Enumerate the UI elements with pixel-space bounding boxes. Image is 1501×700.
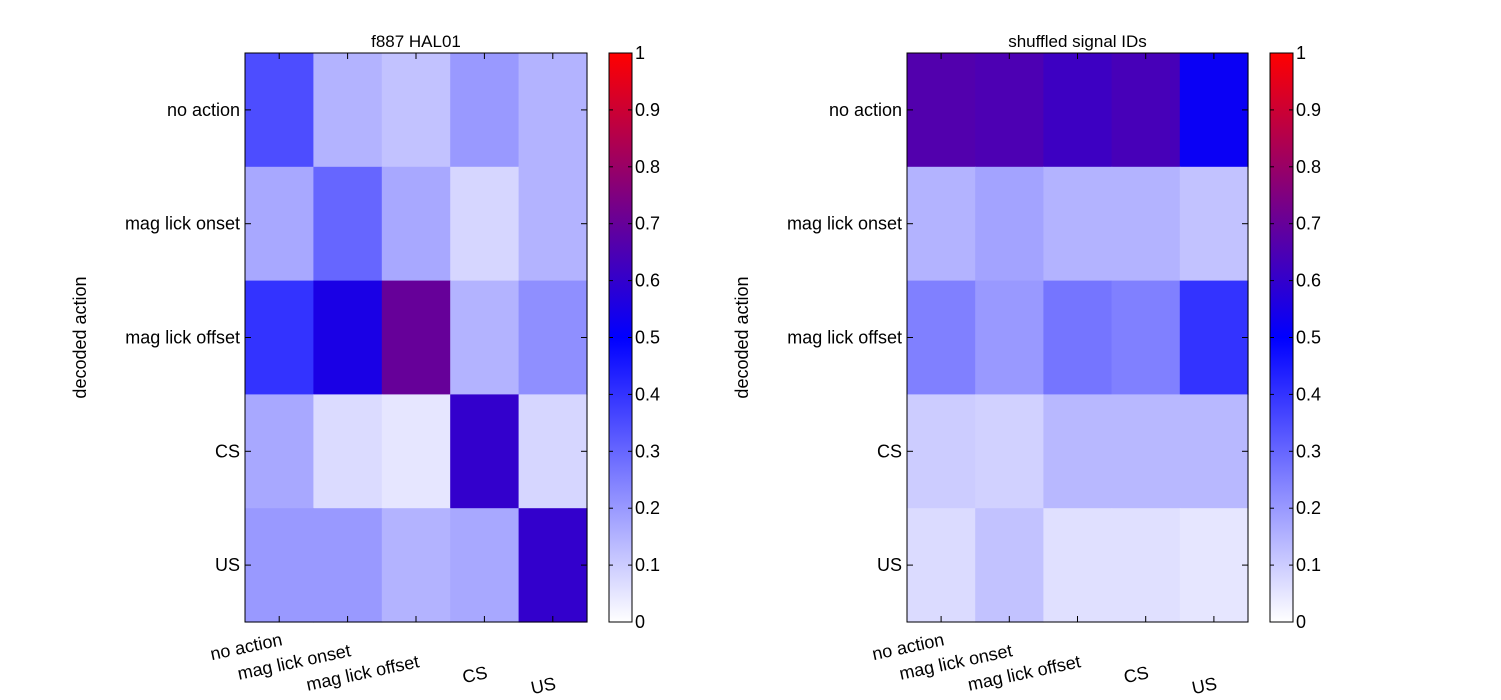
colorbar-tick-label: 0.8 — [635, 157, 660, 177]
chart-title: shuffled signal IDs — [1008, 32, 1147, 51]
heatmap-cell — [381, 394, 451, 509]
heatmap-cell — [313, 53, 383, 168]
colorbar-tick-label: 0.6 — [635, 271, 660, 291]
heatmap-cell — [313, 166, 383, 282]
heatmap-cell — [450, 166, 520, 282]
colorbar-tick-label: 0.7 — [635, 214, 660, 234]
heatmap-cell — [381, 508, 451, 623]
heatmap-cell — [1179, 280, 1249, 395]
heatmap-cell — [1043, 280, 1113, 395]
heatmap-cell — [1179, 166, 1249, 282]
x-tick-label: US — [529, 673, 558, 698]
heatmap-cell — [1179, 394, 1249, 509]
y-axis-label: decoded action — [70, 276, 90, 398]
colorbar: 0 0.1 0.2 0.3 0.4 0.5 0.6 0.7 0.8 0.9 1 — [608, 43, 660, 632]
heatmap-cell — [975, 508, 1044, 623]
y-tick-label: mag lick offset — [787, 328, 902, 348]
colorbar-tick-label: 0.2 — [635, 498, 660, 518]
heatmap-cell — [450, 394, 520, 509]
heatmap-cell — [313, 280, 383, 395]
colorbar-tick-label: 1 — [1296, 43, 1306, 63]
heatmap-cell — [1111, 53, 1181, 168]
y-tick-label: US — [877, 555, 902, 575]
heatmap-cell — [518, 280, 588, 395]
y-axis-label: decoded action — [732, 276, 752, 398]
colorbar: 0 0.1 0.2 0.3 0.4 0.5 0.6 0.7 0.8 0.9 1 — [1269, 43, 1321, 632]
colorbar-tick-label: 0.3 — [1296, 441, 1321, 461]
y-tick-label: no action — [167, 100, 240, 120]
colorbar-tick-label: 0.6 — [1296, 271, 1321, 291]
heatmap-cell — [245, 394, 314, 509]
heatmap-cell — [1179, 508, 1249, 623]
heatmap-cell — [1111, 394, 1181, 509]
x-tick-label: US — [1190, 673, 1219, 698]
colorbar-tick-label: 1 — [635, 43, 645, 63]
colorbar-tick-label: 0.4 — [1296, 384, 1321, 404]
heatmap-cell — [1111, 280, 1181, 395]
heatmap-cell — [381, 280, 451, 395]
heatmap-panel-2: shuffled signal IDs no action mag lick ons… — [732, 32, 1321, 698]
heatmap-cell — [907, 53, 976, 168]
heatmap-cell — [1043, 53, 1113, 168]
colorbar-tick-label: 0.1 — [635, 555, 660, 575]
heatmap-cell — [450, 53, 520, 168]
x-tick-label: CS — [461, 662, 490, 687]
heatmap-panel-1: f887 HAL01 no action mag lick onset mag lic… — [70, 32, 660, 698]
heatmap-cell — [975, 280, 1044, 395]
heatmap-cell — [907, 166, 976, 282]
heatmap-cell — [245, 280, 314, 395]
heatmap-cell — [313, 394, 383, 509]
heatmap-cell — [1043, 394, 1113, 509]
colorbar-gradient — [609, 53, 632, 622]
heatmap-cell — [975, 166, 1044, 282]
colorbar-tick-label: 0.1 — [1296, 555, 1321, 575]
heatmap-cell — [245, 508, 314, 623]
heatmap-cell — [313, 508, 383, 623]
heatmap-cell — [518, 508, 588, 623]
heatmap-cell — [381, 53, 451, 168]
y-tick-label: mag lick offset — [125, 328, 240, 348]
colorbar-tick-label: 0.9 — [635, 100, 660, 120]
heatmap-cell — [907, 280, 976, 395]
heatmap-cell — [1043, 508, 1113, 623]
colorbar-tick-label: 0.5 — [1296, 328, 1321, 348]
y-tick-label: no action — [829, 100, 902, 120]
colorbar-gradient — [1270, 53, 1293, 622]
colorbar-tick-label: 0.9 — [1296, 100, 1321, 120]
y-tick-label: CS — [877, 441, 902, 461]
heatmap-cell — [1043, 166, 1113, 282]
colorbar-tick-label: 0 — [1296, 612, 1306, 632]
x-tick-label: CS — [1122, 662, 1151, 687]
heatmap-cell — [518, 53, 588, 168]
heatmap-cell — [450, 280, 520, 395]
heatmap-cell — [518, 394, 588, 509]
heatmap-cell — [1111, 166, 1181, 282]
heatmap-cell — [1111, 508, 1181, 623]
heatmap-cell — [245, 53, 314, 168]
chart-title: f887 HAL01 — [371, 32, 461, 51]
heatmap-cell — [975, 53, 1044, 168]
y-tick-label: mag lick onset — [125, 214, 240, 234]
colorbar-tick-label: 0.3 — [635, 441, 660, 461]
heatmap-cell — [450, 508, 520, 623]
colorbar-tick-label: 0.8 — [1296, 157, 1321, 177]
heatmap-cell — [907, 508, 976, 623]
colorbar-tick-label: 0.2 — [1296, 498, 1321, 518]
heatmap-cell — [518, 166, 588, 282]
heatmap-cell — [975, 394, 1044, 509]
colorbar-tick-label: 0.4 — [635, 384, 660, 404]
y-tick-label: CS — [215, 441, 240, 461]
colorbar-tick-label: 0.5 — [635, 328, 660, 348]
colorbar-tick-label: 0 — [635, 612, 645, 632]
heatmap-cell — [381, 166, 451, 282]
heatmap-cell — [1179, 53, 1249, 168]
heatmap-cell — [907, 394, 976, 509]
y-tick-label: mag lick onset — [787, 214, 902, 234]
y-tick-label: US — [215, 555, 240, 575]
colorbar-tick-label: 0.7 — [1296, 214, 1321, 234]
heatmap-cell — [245, 166, 314, 282]
